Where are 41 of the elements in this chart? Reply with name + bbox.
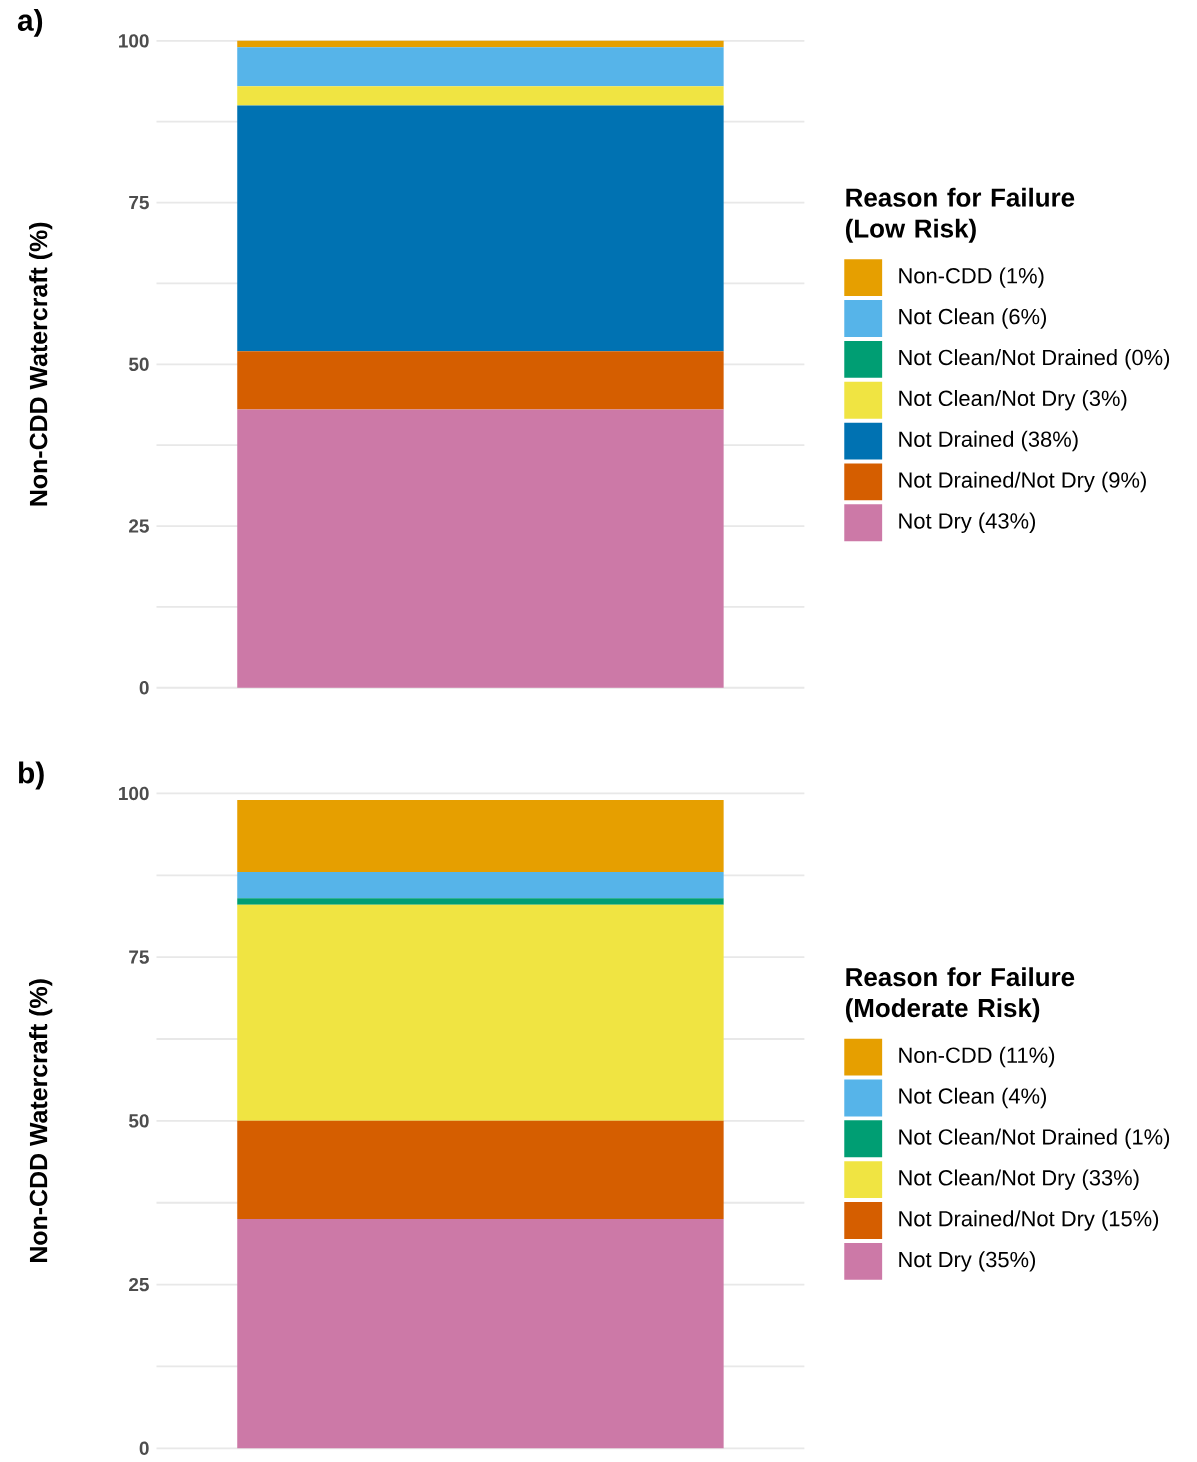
legend-label: Not Clean/Not Dry (3%) <box>899 389 1127 411</box>
bar <box>237 105 724 352</box>
bar <box>237 47 724 87</box>
legend-label: Not Clean/Not Dry (33%) <box>899 1169 1139 1190</box>
legend-title: Reason for Failure (Low Risk) <box>845 187 1075 243</box>
bar <box>237 898 724 905</box>
y-tick-label: 100 <box>118 786 149 801</box>
y-tick-label: 75 <box>129 195 149 210</box>
y-axis-title: Non-CDD Watercraft (%) <box>28 222 53 506</box>
y-tick-label: 25 <box>128 519 149 533</box>
bar <box>237 409 724 688</box>
legend-label: Not Drained (38%) <box>899 430 1078 452</box>
bar <box>237 799 724 873</box>
legend-label: Non-CDD (11%) <box>899 1046 1055 1068</box>
legend-label: Not Clean (4%) <box>899 1087 1046 1109</box>
bar <box>237 1219 724 1449</box>
chart-title: b) <box>18 761 44 790</box>
legend-label: Not Dry (43%) <box>899 512 1035 534</box>
legend-label: Non-CDD (1%) <box>899 267 1044 288</box>
y-axis-title: Non-CDD Watercraft (%) <box>28 979 53 1263</box>
legend-title: Reason for Failure (Moderate Risk) <box>845 967 1075 1023</box>
bar <box>237 872 724 899</box>
bar <box>237 1120 724 1220</box>
y-tick-label: 0 <box>139 1441 149 1456</box>
y-tick-label: 50 <box>128 1114 149 1128</box>
legend-label: Not Drained/Not Dry (15%) <box>899 1210 1159 1231</box>
legend-label: Not Dry (35%) <box>899 1251 1035 1272</box>
y-tick-label: 100 <box>118 34 149 48</box>
y-tick-label: 75 <box>129 950 149 964</box>
y-tick-label: 50 <box>128 357 149 372</box>
y-tick-label: 25 <box>128 1277 149 1292</box>
legend-label: Not Drained/Not Dry (9%) <box>899 471 1146 493</box>
y-tick-label: 0 <box>139 681 149 695</box>
legend-label: Not Clean/Not Drained (0%) <box>899 349 1170 370</box>
legend-label: Not Clean (6%) <box>899 308 1046 329</box>
chart-title: a) <box>17 8 43 37</box>
bar <box>237 40 724 48</box>
bar <box>237 904 724 1121</box>
bar <box>237 351 724 410</box>
bar <box>237 86 724 106</box>
legend-label: Not Clean/Not Drained (1%) <box>899 1128 1170 1150</box>
